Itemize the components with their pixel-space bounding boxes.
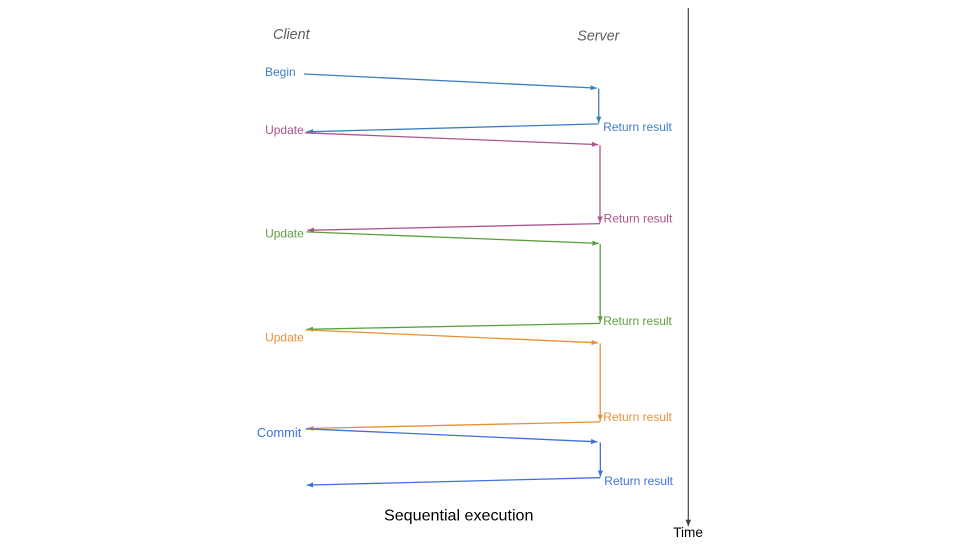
svg-text:Return result: Return result <box>603 314 672 328</box>
svg-text:Return result: Return result <box>603 410 672 424</box>
svg-text:Server: Server <box>577 29 620 45</box>
svg-text:Return result: Return result <box>603 120 672 134</box>
svg-text:Commit: Commit <box>257 425 302 440</box>
svg-text:Begin: Begin <box>265 65 296 79</box>
svg-text:Client: Client <box>273 27 311 43</box>
svg-text:Update: Update <box>265 227 304 241</box>
svg-text:Update: Update <box>265 330 304 344</box>
svg-text:Time: Time <box>673 525 703 540</box>
svg-text:Sequential execution: Sequential execution <box>384 506 533 524</box>
svg-text:Return result: Return result <box>604 211 673 225</box>
svg-text:Return result: Return result <box>604 474 673 488</box>
svg-text:Update: Update <box>265 123 304 137</box>
